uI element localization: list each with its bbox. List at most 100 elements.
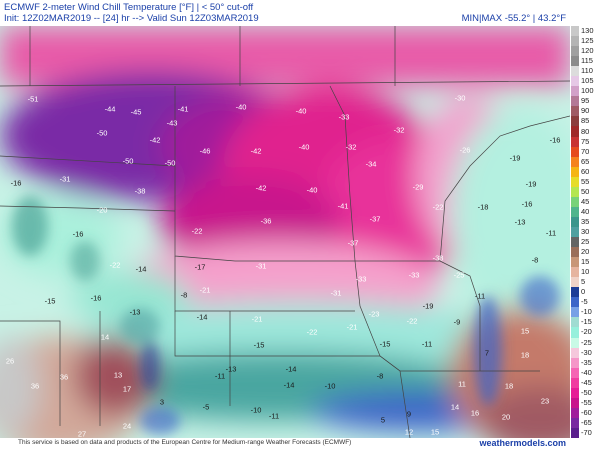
map-value-label: 18 — [520, 350, 530, 360]
state-borders — [0, 26, 570, 438]
map-value-label: 24 — [122, 421, 132, 431]
colorbar-swatch — [571, 176, 579, 188]
map-value-label: -15 — [253, 340, 265, 350]
map-value-label: -13 — [225, 364, 237, 374]
colorbar-label: -70 — [581, 427, 592, 437]
map-value-label: 16 — [470, 408, 480, 418]
map-value-label: -22 — [109, 260, 121, 270]
map-value-label: -16 — [549, 135, 561, 145]
map-value-label: -13 — [514, 217, 526, 227]
colorbar-label: -40 — [581, 367, 592, 377]
map-value-label: -38 — [134, 186, 146, 196]
colorbar-swatch — [571, 86, 579, 97]
colorbar-label: 45 — [581, 196, 590, 206]
colorbar-label: 130 — [581, 26, 594, 36]
colorbar-label: 125 — [581, 36, 594, 46]
colorbar-label: 20 — [581, 247, 590, 257]
map-value-label: -14 — [196, 312, 208, 322]
map-value-label: 36 — [59, 372, 69, 382]
colorbar-label: 0 — [581, 287, 586, 297]
map-value-label: -40 — [298, 142, 310, 152]
colorbar-label: -5 — [581, 297, 588, 307]
colorbar-label: 60 — [581, 166, 590, 176]
map-value-label: -34 — [365, 159, 377, 169]
colorbar-label: -55 — [581, 397, 592, 407]
map-value-label: 13 — [113, 370, 123, 380]
colorbar-swatch — [571, 427, 579, 439]
colorbar-swatch — [571, 417, 579, 429]
colorbar-label: -60 — [581, 407, 592, 417]
temperature-field — [0, 26, 570, 438]
map-value-label: -38 — [432, 253, 444, 263]
colorbar-swatch — [571, 126, 579, 138]
map-value-label: -40 — [295, 106, 307, 116]
map-value-label: -18 — [477, 202, 489, 212]
map-value-label: -13 — [129, 307, 141, 317]
map-value-label: 14 — [450, 402, 460, 412]
colorbar-swatch — [571, 337, 579, 349]
map-value-label: -16 — [521, 199, 533, 209]
map-value-label: -16 — [72, 229, 84, 239]
header: ECMWF 2-meter Wind Chill Temperature [°F… — [0, 0, 600, 26]
map-value-label: 3 — [159, 397, 165, 407]
colorbar-label: -20 — [581, 327, 592, 337]
map-value-label: 20 — [501, 412, 511, 422]
map-value-label: -10 — [324, 381, 336, 391]
colorbar-label: 90 — [581, 106, 590, 116]
map-value-label: 17 — [122, 384, 132, 394]
colorbar-label: 65 — [581, 156, 590, 166]
map-value-label: -14 — [283, 380, 295, 390]
colorbar-swatch — [571, 76, 579, 87]
colorbar-label: -50 — [581, 387, 592, 397]
colorbar-label: 70 — [581, 146, 590, 156]
colorbar-swatch — [571, 136, 579, 148]
map-value-label: -11 — [421, 339, 433, 349]
map-value-label: -50 — [96, 128, 108, 138]
colorbar-label: 55 — [581, 176, 590, 186]
map-value-label: -50 — [122, 156, 134, 166]
map-value-label: 5 — [380, 415, 386, 425]
map-value-label: 15 — [520, 326, 530, 336]
colorbar-swatch — [571, 226, 579, 238]
colorbar-swatch — [571, 257, 579, 268]
map-value-label: -20 — [96, 205, 108, 215]
map-value-label: 36 — [30, 381, 40, 391]
colorbar-label: -35 — [581, 357, 592, 367]
colorbar-swatch — [571, 36, 579, 47]
colorbar-swatch — [571, 297, 579, 308]
map-value-label: -40 — [306, 185, 318, 195]
map-value-label: -37 — [369, 214, 381, 224]
colorbar-label: 35 — [581, 216, 590, 226]
colorbar-swatch — [571, 287, 579, 298]
map-value-label: -22 — [432, 202, 444, 212]
colorbar-label: 50 — [581, 186, 590, 196]
colorbar-swatch — [571, 347, 579, 359]
map-value-label: -37 — [347, 238, 359, 248]
colorbar-swatch — [571, 206, 579, 218]
colorbar-swatch — [571, 116, 579, 127]
brand-logo-text[interactable]: weathermodels.com — [479, 438, 566, 448]
map-value-label: -8 — [180, 290, 188, 300]
colorbar: 130 125 120 115 110 105 100 95 90 85 80 75 70 65 60 55 5… — [570, 26, 600, 439]
map-value-label: -36 — [260, 216, 272, 226]
map-value-label: -32 — [393, 125, 405, 135]
terrain-texture — [12, 196, 560, 435]
colorbar-swatch — [571, 397, 579, 409]
map-value-label: -42 — [250, 146, 262, 156]
colorbar-swatch — [571, 407, 579, 419]
colorbar-swatch — [571, 46, 579, 57]
map-value-label: 26 — [5, 356, 15, 366]
colorbar-label: 30 — [581, 227, 590, 236]
map-value-label: -30 — [454, 93, 466, 103]
colorbar-label: 95 — [581, 96, 590, 106]
map-value-label: -44 — [104, 104, 116, 114]
colorbar-label: -65 — [581, 417, 592, 427]
map-value-label: -11 — [268, 411, 280, 421]
map-value-label: -22 — [191, 226, 203, 236]
map-value-label: -42 — [149, 135, 161, 145]
colorbar-label: 105 — [581, 76, 594, 86]
map-value-label: -19 — [525, 179, 537, 189]
map-value-label: -31 — [255, 261, 267, 271]
colorbar-label: 80 — [581, 126, 590, 136]
